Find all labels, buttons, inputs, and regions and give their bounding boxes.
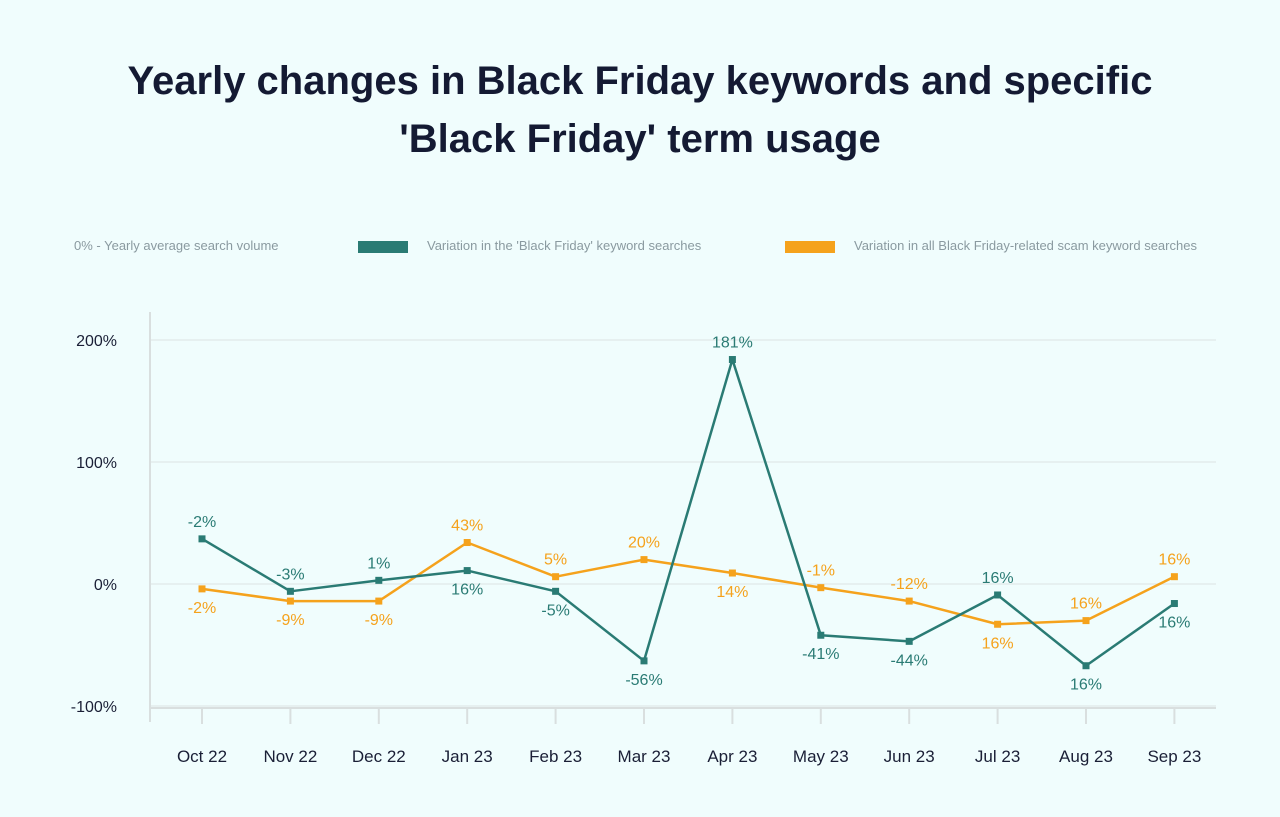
- legend-baseline-label: 0% - Yearly average search volume: [74, 238, 279, 253]
- data-point-series1: [198, 535, 206, 543]
- data-label-series2: 43%: [451, 518, 483, 535]
- x-tick-label: Mar 23: [618, 747, 671, 766]
- data-label-series1: 16%: [451, 582, 483, 599]
- data-point-series2: [640, 556, 648, 564]
- data-point-series1: [1170, 600, 1178, 608]
- series-line-1: [201, 358, 1176, 667]
- legend-swatch-series2: [785, 241, 835, 253]
- y-tick-label: 100%: [76, 455, 117, 472]
- data-point-series1: [552, 587, 560, 595]
- data-point-series2: [463, 539, 471, 547]
- data-point-series2: [1082, 617, 1090, 625]
- x-tick-label: Jul 23: [975, 747, 1020, 766]
- data-label-series1: 16%: [1158, 615, 1190, 632]
- data-point-series2: [728, 569, 736, 577]
- data-point-series1: [994, 591, 1002, 599]
- x-tick-label: May 23: [793, 747, 849, 766]
- data-point-series2: [286, 597, 294, 605]
- data-label-series2: 16%: [1070, 596, 1102, 613]
- data-label-series2: -12%: [891, 576, 928, 593]
- y-tick-label: 0%: [94, 577, 117, 594]
- data-label-series2: 14%: [716, 584, 748, 601]
- data-label-series2: -1%: [807, 563, 835, 580]
- chart-title: Yearly changes in Black Friday keywords …: [100, 52, 1180, 168]
- x-tick-label: Jan 23: [442, 747, 493, 766]
- data-label-series1: -56%: [625, 672, 662, 689]
- data-label-series2: 16%: [1158, 552, 1190, 569]
- data-label-series1: 181%: [712, 335, 753, 352]
- data-label-series1: 1%: [367, 555, 390, 572]
- x-tick-label: Sep 23: [1147, 747, 1201, 766]
- data-point-series2: [1170, 573, 1178, 581]
- legend-swatch-series1: [358, 241, 408, 253]
- legend-label-series2: Variation in all Black Friday-related sc…: [854, 238, 1197, 253]
- data-point-series2: [994, 620, 1002, 628]
- x-tick-label: Dec 22: [352, 747, 406, 766]
- data-point-series1: [463, 567, 471, 575]
- data-point-series2: [905, 597, 913, 605]
- data-point-series1: [817, 631, 825, 639]
- x-tick-label: Oct 22: [177, 747, 227, 766]
- data-point-series1: [375, 576, 383, 584]
- data-point-series1: [1082, 662, 1090, 670]
- data-label-series1: -3%: [276, 566, 304, 583]
- chart-title-line-2: 'Black Friday' term usage: [399, 117, 881, 161]
- x-tick-label: Apr 23: [707, 747, 757, 766]
- data-label-series2: -2%: [188, 600, 216, 617]
- data-label-series2: 5%: [544, 552, 567, 569]
- data-label-series2: 20%: [628, 535, 660, 552]
- data-point-series1: [905, 637, 913, 645]
- data-point-series2: [375, 597, 383, 605]
- data-point-series2: [552, 573, 560, 581]
- x-tick-label: Nov 22: [263, 747, 317, 766]
- data-point-series2: [817, 584, 825, 592]
- data-label-series1: -2%: [188, 514, 216, 531]
- data-label-series2: -9%: [276, 612, 304, 629]
- data-label-series1: 16%: [1070, 677, 1102, 694]
- data-point-series1: [728, 356, 736, 364]
- chart-title-line-1: Yearly changes in Black Friday keywords …: [127, 59, 1153, 103]
- x-tick-label: Aug 23: [1059, 747, 1113, 766]
- data-label-series1: -44%: [891, 652, 928, 669]
- data-label-series1: -5%: [541, 602, 569, 619]
- chart-legend: 0% - Yearly average search volume Variat…: [0, 236, 1280, 258]
- data-point-series1: [286, 587, 294, 595]
- data-label-series1: 16%: [982, 570, 1014, 587]
- data-label-series2: -9%: [365, 612, 393, 629]
- x-tick-label: Jun 23: [884, 747, 935, 766]
- series-line-2: [201, 541, 1175, 626]
- data-label-series1: -41%: [802, 646, 839, 663]
- legend-label-series1: Variation in the 'Black Friday' keyword …: [427, 238, 702, 253]
- y-tick-label: -100%: [71, 699, 117, 716]
- data-point-series1: [640, 657, 648, 665]
- data-label-series2: 16%: [982, 635, 1014, 652]
- y-tick-label: 200%: [76, 333, 117, 350]
- x-tick-label: Feb 23: [529, 747, 582, 766]
- data-point-series2: [198, 585, 206, 593]
